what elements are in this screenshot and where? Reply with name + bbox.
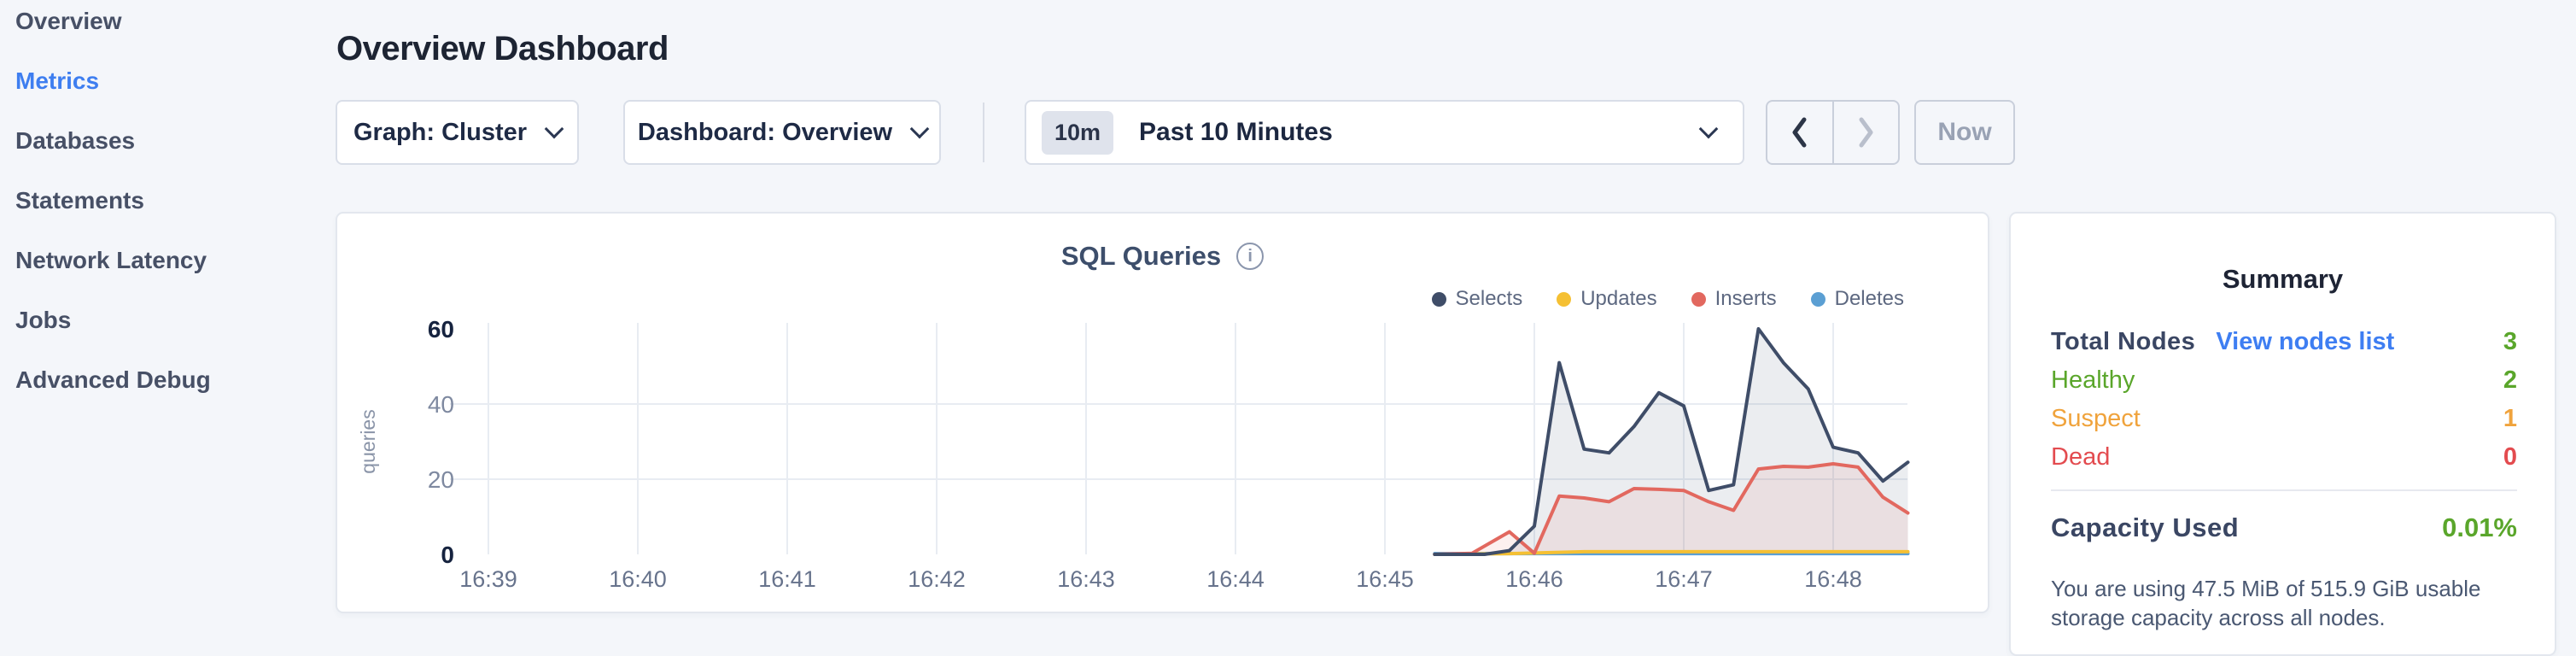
svg-text:16:45: 16:45 (1356, 566, 1414, 592)
svg-text:16:40: 16:40 (609, 566, 667, 592)
series-fills (1434, 329, 1908, 554)
svg-text:16:47: 16:47 (1655, 566, 1713, 592)
dead-label: Dead (2051, 443, 2111, 471)
total-nodes-value: 3 (2503, 328, 2517, 355)
healthy-nodes-row: Healthy 2 (2051, 361, 2517, 400)
legend-label-selects: Selects (1455, 287, 1523, 310)
chevron-down-icon (544, 119, 564, 139)
series-lines (1433, 327, 1910, 556)
total-nodes-label: Total Nodes (2051, 328, 2196, 355)
svg-text:16:42: 16:42 (908, 566, 966, 592)
series-line-inserts (1433, 462, 1910, 556)
sidebar-item-jobs[interactable]: Jobs (15, 307, 72, 333)
legend-item-updates[interactable]: Updates (1557, 287, 1657, 311)
toolbar-divider (983, 102, 984, 162)
svg-text:16:46: 16:46 (1505, 566, 1563, 592)
legend-item-deletes[interactable]: Deletes (1810, 287, 1904, 311)
suspect-nodes-row: Suspect 1 (2051, 400, 2517, 438)
chart-title: SQL Queries (1060, 241, 1222, 271)
info-icon[interactable]: i (1236, 243, 1265, 270)
sidebar-item-network-latency[interactable]: Network Latency (15, 247, 207, 273)
summary-panel: Summary Total Nodes View nodes list 3 He… (2009, 212, 2556, 656)
legend-label-inserts: Inserts (1714, 287, 1777, 310)
svg-text:16:44: 16:44 (1206, 566, 1265, 592)
summary-title: Summary (2222, 264, 2344, 294)
svg-text:16:41: 16:41 (758, 566, 816, 592)
sidebar-item-statements[interactable]: Statements (15, 187, 144, 214)
sidebar-item-overview[interactable]: Overview (15, 8, 122, 34)
svg-text:0: 0 (441, 542, 454, 568)
graph-dropdown-label: Graph: Cluster (353, 118, 528, 146)
legend-label-deletes: Deletes (1834, 287, 1904, 310)
previous-timespan-button[interactable] (1767, 102, 1834, 163)
view-nodes-list-link[interactable]: View nodes list (2216, 328, 2395, 355)
sidebar-nav: Overview Metrics Databases Statements Networ… (0, 0, 336, 410)
y-axis-tick-labels: 0 20 40 60 (428, 316, 454, 568)
legend-item-inserts[interactable]: Inserts (1691, 287, 1777, 311)
chart-gridlines (450, 323, 1907, 554)
svg-text:40: 40 (428, 391, 454, 418)
dead-value: 0 (2503, 443, 2517, 471)
time-range-badge: 10m (1042, 110, 1114, 155)
next-timespan-button[interactable] (1834, 102, 1899, 163)
healthy-value: 2 (2503, 366, 2517, 394)
suspect-label: Suspect (2051, 405, 2141, 432)
series-line-selects (1433, 327, 1910, 556)
sidebar-item-advanced-debug[interactable]: Advanced Debug (15, 366, 211, 393)
legend-dot-inserts (1691, 291, 1706, 307)
graph-dropdown[interactable]: Graph: Cluster (336, 100, 579, 165)
time-range-label: Past 10 Minutes (1139, 118, 1333, 146)
chevron-down-icon (1698, 119, 1719, 139)
capacity-used-label: Capacity Used (2051, 512, 2240, 542)
legend-item-selects[interactable]: Selects (1431, 287, 1523, 311)
y-axis-label: queries (357, 409, 379, 473)
legend-dot-selects (1431, 291, 1446, 307)
now-button[interactable]: Now (1914, 100, 2015, 165)
sidebar-item-metrics[interactable]: Metrics (15, 67, 100, 94)
legend-dot-updates (1557, 291, 1572, 307)
chevron-down-icon (909, 119, 930, 139)
page-title: Overview Dashboard (336, 29, 669, 67)
svg-text:16:43: 16:43 (1057, 566, 1115, 592)
legend-dot-deletes (1810, 291, 1825, 307)
total-nodes-row: Total Nodes View nodes list 3 (2051, 323, 2517, 361)
sql-queries-chart-card: SQL Queries i Selects Updates Inserts Delet… (336, 212, 1989, 613)
healthy-label: Healthy (2051, 366, 2135, 394)
suspect-value: 1 (2503, 405, 2517, 432)
series-fill-selects (1434, 329, 1908, 554)
sidebar-item-databases[interactable]: Databases (15, 127, 136, 154)
svg-text:60: 60 (428, 316, 454, 343)
svg-text:20: 20 (428, 466, 454, 493)
svg-text:16:39: 16:39 (459, 566, 517, 592)
time-pager (1766, 100, 1900, 165)
node-status-rows: Total Nodes View nodes list 3 Healthy 2 Su… (2051, 323, 2517, 477)
capacity-used-value: 0.01% (2442, 512, 2517, 542)
time-range-picker[interactable]: 10m Past 10 Minutes (1025, 100, 1744, 165)
chart-legend: Selects Updates Inserts Deletes (1431, 287, 1904, 311)
chevron-left-icon (1792, 117, 1807, 148)
chevron-right-icon (1859, 117, 1873, 148)
capacity-used-row: Capacity Used 0.01% (2051, 509, 2517, 547)
series-fill-inserts (1434, 464, 1908, 554)
svg-text:16:48: 16:48 (1804, 566, 1862, 592)
dashboard-dropdown-label: Dashboard: Overview (637, 118, 893, 146)
x-axis-tick-labels: 16:39 16:40 16:41 16:42 16:43 16:44 16:45 16:46… (459, 566, 1862, 592)
dashboard-dropdown[interactable]: Dashboard: Overview (623, 100, 941, 165)
dead-nodes-row: Dead 0 (2051, 438, 2517, 477)
legend-label-updates: Updates (1580, 287, 1657, 310)
summary-divider (2051, 489, 2517, 491)
